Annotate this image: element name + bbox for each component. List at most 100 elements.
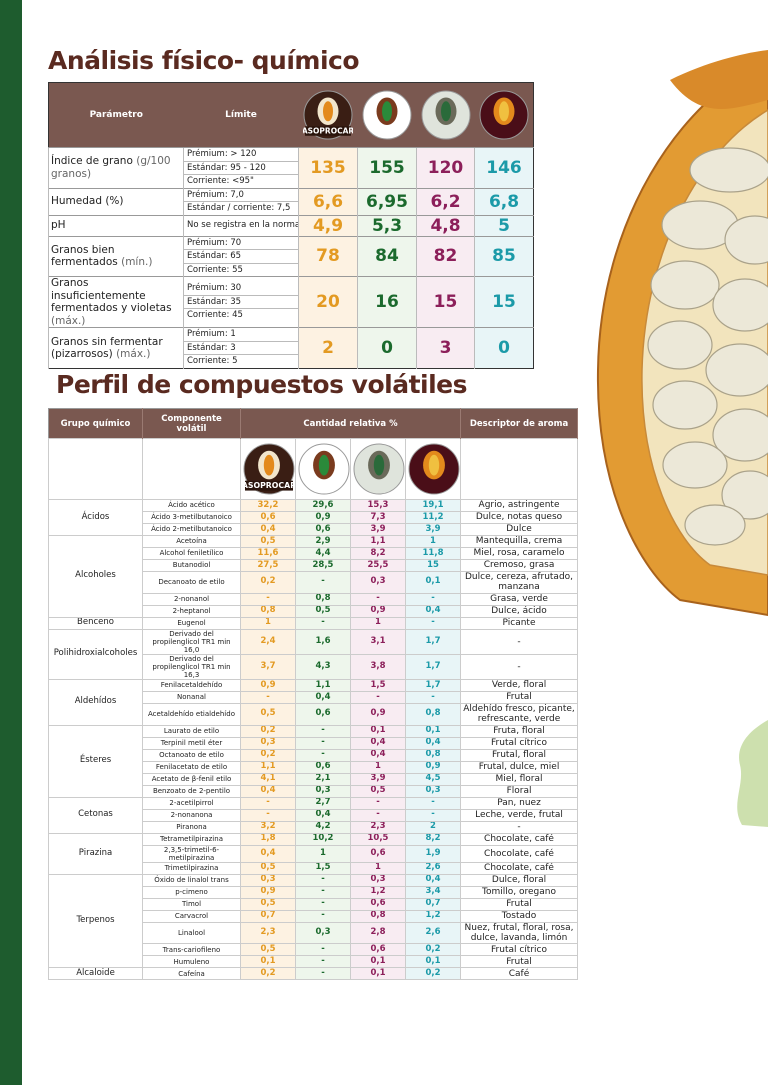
- volatiles-table: Grupo químico Componente volátil Cantidad …: [48, 408, 579, 981]
- pod-top: [670, 50, 768, 109]
- component: Trans-cariofileno: [142, 943, 241, 957]
- value: 84: [357, 235, 417, 277]
- value: 0,5: [240, 535, 296, 548]
- component: Octanoato de etilo: [142, 748, 241, 762]
- leaf-shape: [737, 720, 768, 827]
- value: 0,1: [350, 967, 406, 981]
- component: 2-heptanol: [142, 604, 241, 618]
- value: 1,5: [350, 678, 406, 692]
- row: Polihidroxialcoholes Derivado del propile…: [48, 628, 579, 680]
- value: 4,9: [298, 214, 358, 236]
- value: 0,1: [350, 724, 406, 738]
- value: -: [295, 748, 351, 762]
- row: Granos sin fermentar (pizarrosos) (máx.)…: [48, 327, 534, 369]
- descriptor: Frutal, floral: [460, 748, 579, 762]
- value: 11,2: [404, 511, 462, 524]
- component: 2-acetilpirrol: [142, 796, 241, 810]
- value: 0,2: [240, 967, 296, 981]
- logo-accent: [373, 454, 385, 476]
- limits: Prémium: 1 Estándar: 3 Corriente: 5: [183, 327, 299, 369]
- value: 3,9: [404, 523, 462, 536]
- group: Polihidroxialcoholes: [48, 628, 143, 680]
- limits: Prémium: 7,0 Estándar / corriente: 7,5: [183, 187, 299, 215]
- value: 0,2: [240, 571, 296, 594]
- value: 0,4: [240, 784, 296, 798]
- header-cell: Cantidad relativa %: [240, 408, 462, 439]
- value: 2,6: [404, 861, 462, 875]
- physchem-table: Parámetro Límite ASOPROCAR Índice de gran…: [48, 82, 534, 369]
- limit: Corriente: 55: [187, 264, 243, 275]
- row: Decanoato de etilo 0,2-0,3 0,1 Dulce, cerez…: [49, 571, 579, 594]
- value: 4,4: [295, 547, 351, 560]
- value: 8,2: [350, 547, 406, 560]
- value: 0,4: [295, 690, 351, 704]
- descriptor: -: [460, 653, 579, 680]
- logo-accent: [318, 454, 330, 476]
- row: Carvacrol 0,7-0,8 1,2 Tostado: [49, 909, 579, 923]
- component: Terpinil metil éter: [142, 736, 241, 750]
- group: Aldehídos: [48, 678, 143, 726]
- logo-accent: [428, 454, 440, 476]
- value: 6,8: [474, 187, 534, 215]
- value: -: [295, 897, 351, 911]
- value: 155: [357, 147, 417, 188]
- value: 0,1: [350, 955, 406, 969]
- value: 0,1: [404, 955, 462, 969]
- value: 0,8: [295, 592, 351, 606]
- descriptor: Chocolate, café: [460, 861, 579, 875]
- parameter: Granos sin fermentar (pizarrosos) (máx.): [48, 327, 184, 369]
- value: -: [404, 796, 462, 810]
- value: -: [240, 592, 296, 606]
- component: Fenilacetato de etilo: [142, 760, 241, 774]
- descriptor: Aldehído fresco, picante, refrescante, v…: [460, 702, 579, 726]
- row: Cetonas 2-acetilpirrol -2,7- - Pan, nuez: [48, 796, 579, 834]
- value: 0,6: [350, 844, 406, 863]
- limit: Prémium: 1: [184, 329, 298, 342]
- component: Piranona: [142, 820, 241, 834]
- logo: ASOPROCAR: [303, 90, 353, 140]
- component: Butanodiol: [142, 559, 241, 572]
- value: 0,8: [350, 909, 406, 923]
- value: 0,1: [240, 955, 296, 969]
- value: 2,6: [404, 921, 462, 945]
- value: 0,9: [240, 678, 296, 692]
- descriptor: Leche, verde, frutal: [460, 808, 579, 822]
- logo-cell: [357, 82, 417, 148]
- value: 1,1: [350, 535, 406, 548]
- value: 0,8: [404, 702, 462, 726]
- logo-text: ASOPROCAR: [243, 481, 295, 490]
- parameter-name: Índice de grano: [51, 155, 133, 168]
- value: 0,2: [240, 724, 296, 738]
- value: 82: [416, 235, 475, 277]
- value: 4,5: [404, 772, 462, 786]
- value: 0,4: [240, 523, 296, 536]
- value: -: [240, 796, 296, 810]
- value: 3,7: [240, 653, 296, 680]
- logo: [421, 90, 470, 140]
- value: 1: [350, 616, 406, 630]
- value: 1,8: [240, 832, 296, 846]
- value: 3,2: [240, 820, 296, 834]
- component: p-cimeno: [142, 885, 241, 899]
- value: 0,3: [240, 873, 296, 887]
- limit: Prémium: 7,0: [184, 189, 298, 202]
- value: 3,1: [350, 628, 406, 655]
- parameter-name: Humedad (%): [51, 195, 124, 208]
- row: Ácido 2-metilbutanoico 0,4 0,6 3,9 3,9 Dulce: [49, 523, 579, 536]
- value: 3,9: [350, 523, 406, 536]
- descriptor: Frutal cítrico: [460, 736, 579, 750]
- parameter-note: (mín.): [121, 256, 153, 269]
- value: 0,4: [295, 808, 351, 822]
- limits: No se registra en la norma: [183, 214, 299, 236]
- value: -: [295, 873, 351, 887]
- value: 1: [295, 844, 351, 863]
- value: -: [404, 616, 462, 630]
- value: 0,3: [404, 784, 462, 798]
- descriptor: Frutal cítrico: [460, 943, 579, 957]
- value: 2,1: [295, 772, 351, 786]
- value: 7,3: [350, 511, 406, 524]
- value: 19,1: [404, 499, 462, 512]
- descriptor: Verde, floral: [460, 678, 579, 692]
- logo: [353, 443, 405, 495]
- logo-cell: [350, 438, 406, 500]
